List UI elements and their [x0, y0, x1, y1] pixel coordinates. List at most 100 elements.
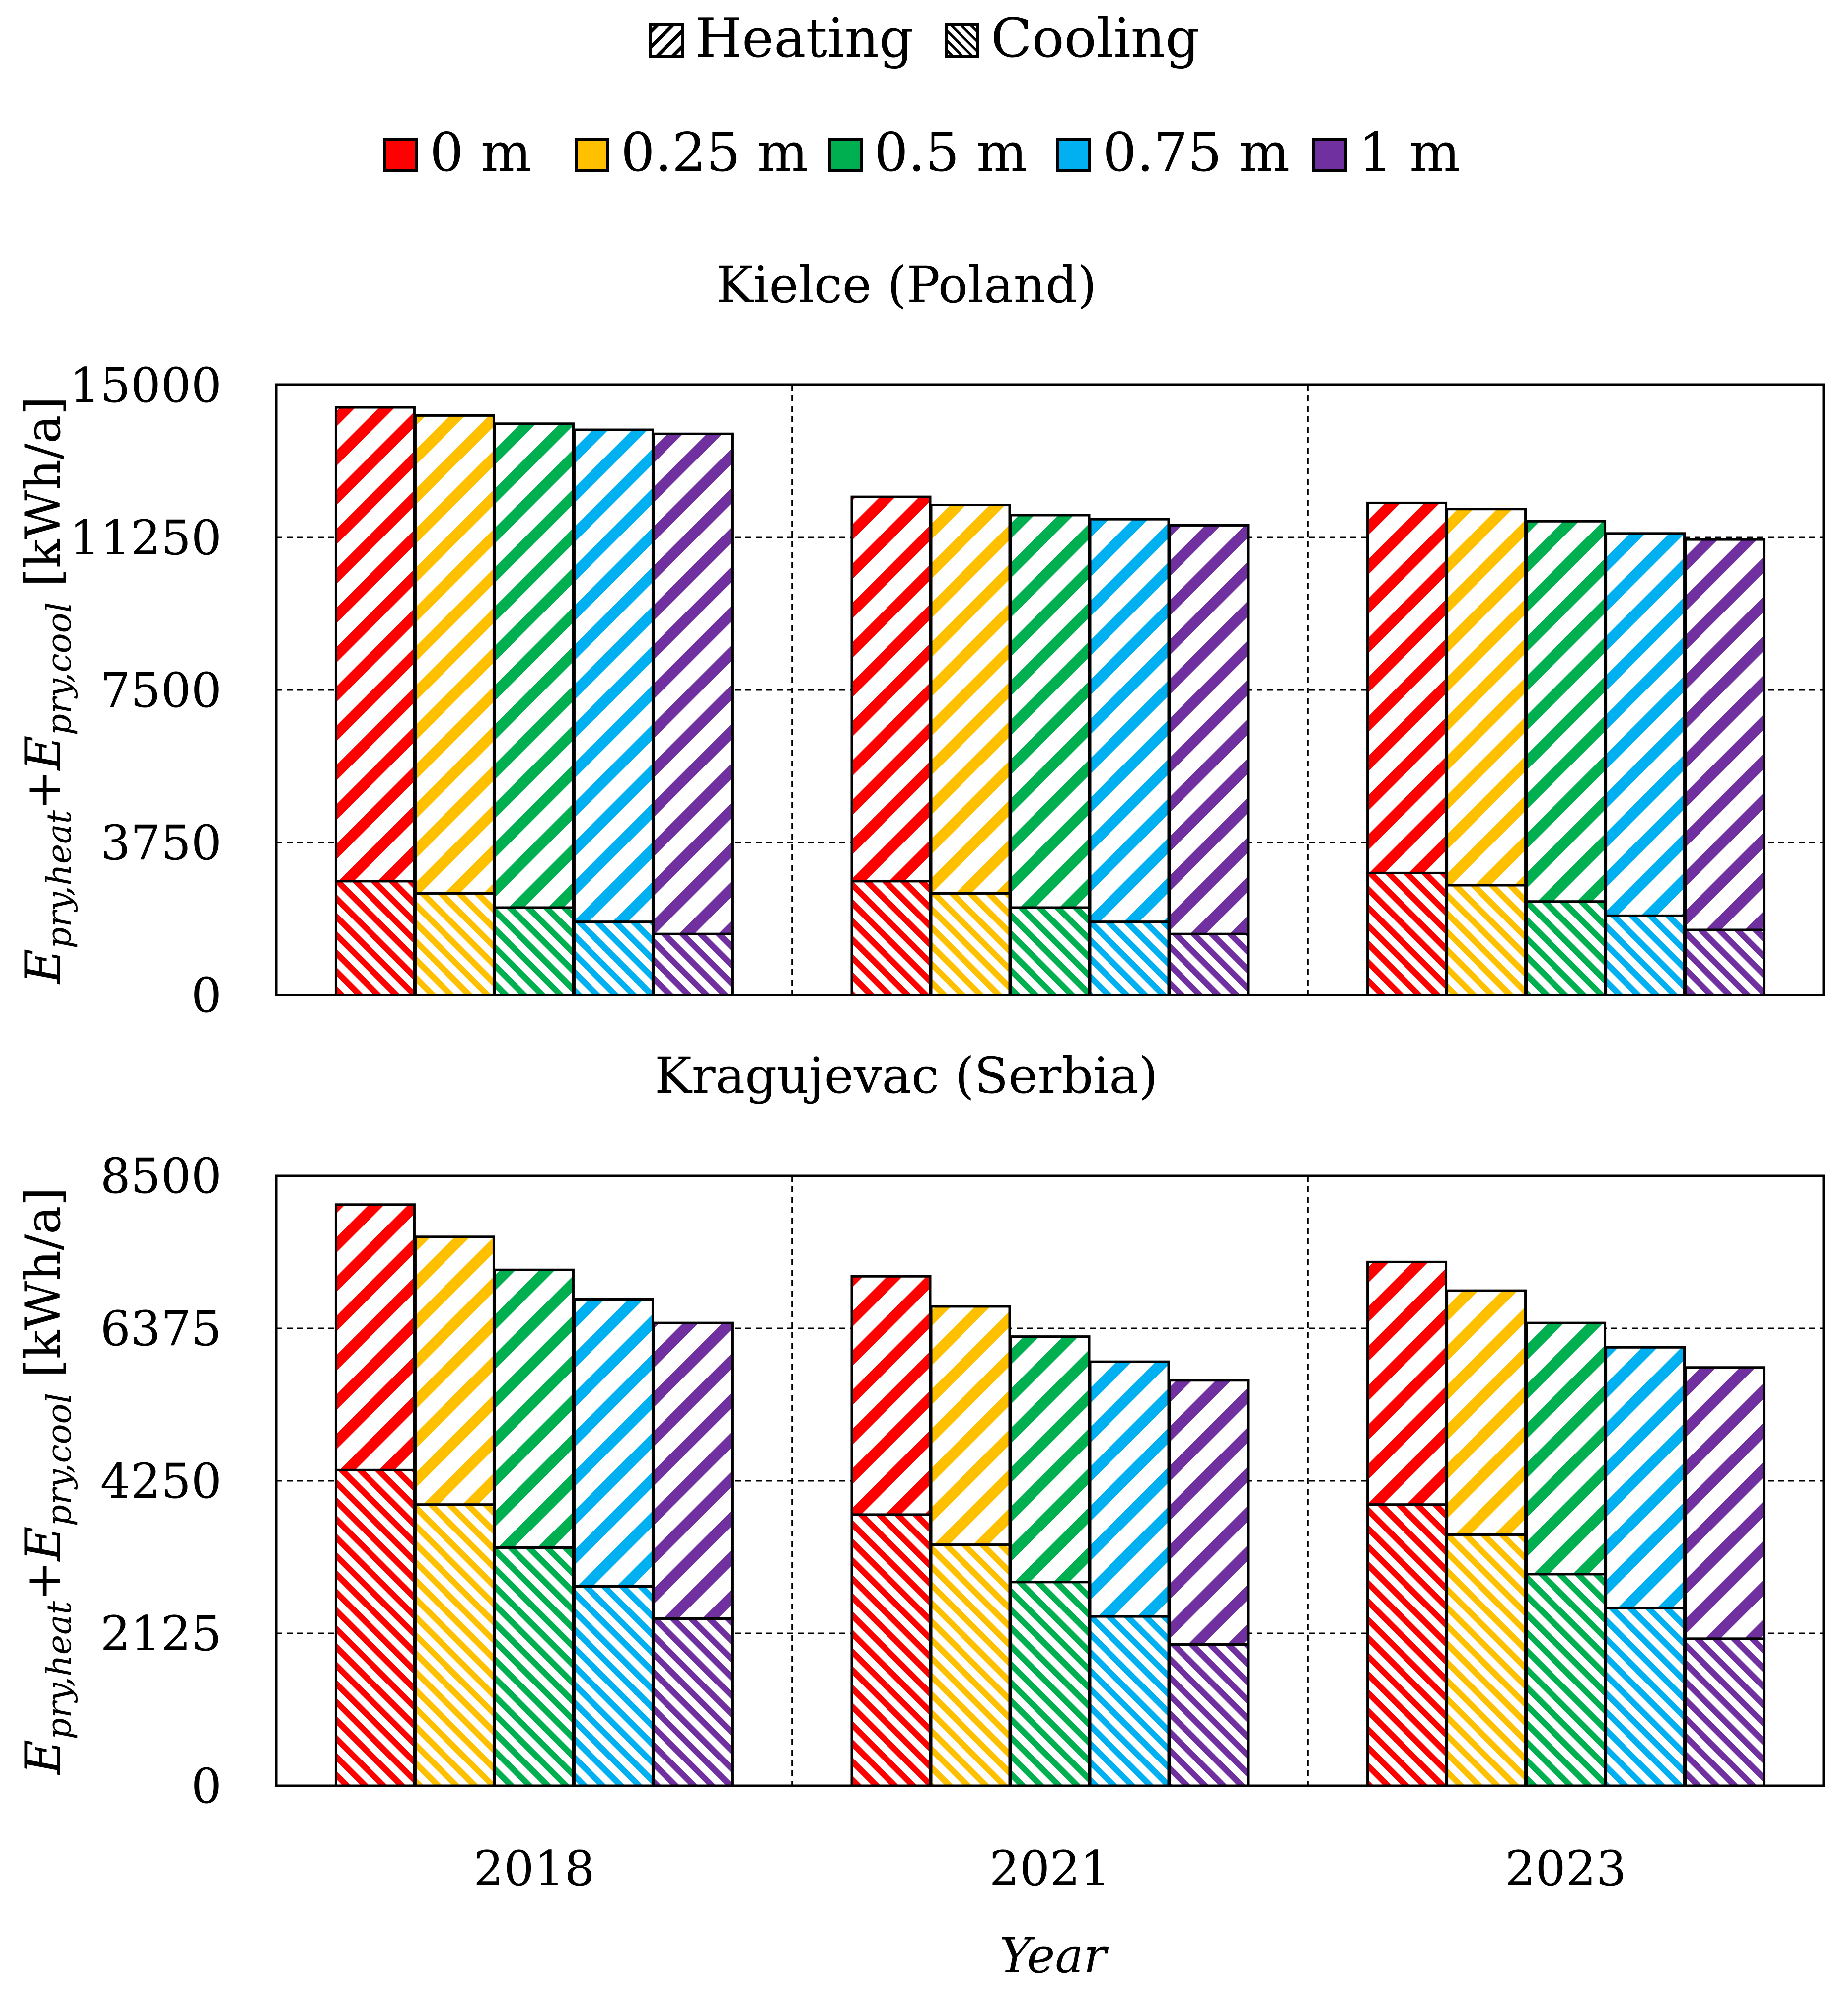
- bar-heating-075m-2023: [1605, 1346, 1686, 1609]
- bar-heating-05m-2021: [1009, 514, 1091, 909]
- legend-swatch-heating: [649, 23, 684, 58]
- bar-heating-025m-2023: [1446, 1289, 1527, 1536]
- bar-cooling-05m-2021: [1009, 1581, 1091, 1787]
- bar-cooling-0m-2018: [334, 880, 416, 996]
- legend-swatch-0m: [383, 138, 418, 172]
- legend-item-0m: 0 m: [383, 122, 531, 184]
- bar-cooling-075m-2018: [573, 920, 654, 996]
- bar-heating-05m-2018: [493, 422, 575, 909]
- bar-cooling-1m-2018: [652, 932, 734, 996]
- bar-heating-075m-2018: [573, 1298, 654, 1588]
- y-axis-label-sub2: pry,cool: [40, 602, 79, 736]
- bar-heating-05m-2023: [1525, 1321, 1607, 1576]
- legend-components: Heating Cooling: [649, 7, 1199, 70]
- plot-frame: [275, 1174, 1825, 1787]
- bar-cooling-075m-2018: [573, 1585, 654, 1787]
- y-tick-label: 7500: [100, 663, 222, 718]
- y-tick-label: 2125: [100, 1606, 222, 1662]
- bar-cooling-0m-2018: [334, 1468, 416, 1787]
- legend-item-075m: 0.75 m: [1056, 122, 1290, 184]
- bar-cooling-0m-2023: [1366, 871, 1448, 996]
- bar-heating-1m-2023: [1684, 538, 1766, 931]
- y-tick-labels: 0 3750 7500 11250 15000: [70, 358, 222, 1023]
- bar-heating-05m-2021: [1009, 1335, 1091, 1584]
- legend-swatch-075m: [1056, 138, 1091, 172]
- legend-item-025m: 0.25 m: [575, 122, 808, 184]
- plot-frame: [275, 383, 1825, 996]
- legend-item-cooling: Cooling: [945, 7, 1199, 70]
- bar-cooling-05m-2018: [493, 1546, 575, 1787]
- bar-cooling-025m-2018: [414, 892, 495, 996]
- panel-kielce: Kielce (Poland) 0 3750 7500 11250 15000 Epry…: [15, 256, 1825, 1023]
- panel-kragujevac: Kragujevac (Serbia) 0 2125 4250 6375 8500 Ep…: [15, 1047, 1825, 1897]
- x-category-label: 2021: [989, 1841, 1110, 1897]
- bar-cooling-1m-2021: [1168, 932, 1250, 996]
- y-tick-label: 6375: [100, 1301, 222, 1357]
- legend-label-075m: 0.75 m: [1103, 122, 1290, 184]
- legend-item-1m: 1 m: [1312, 122, 1460, 184]
- legend-label-cooling: Cooling: [991, 7, 1199, 70]
- legend-swatch-cooling: [945, 23, 979, 58]
- y-axis-label-e1: E: [15, 1740, 71, 1775]
- bar-heating-075m-2018: [573, 428, 654, 923]
- bar-cooling-075m-2023: [1605, 914, 1686, 996]
- bar-heating-025m-2018: [414, 414, 495, 895]
- bar-cooling-05m-2023: [1525, 900, 1607, 996]
- bar-cooling-1m-2023: [1684, 928, 1766, 996]
- y-tick-label: 3750: [100, 815, 222, 871]
- bar-cooling-025m-2021: [930, 892, 1011, 996]
- legend-item-05m: 0.5 m: [828, 122, 1028, 184]
- bar-cooling-075m-2021: [1089, 920, 1170, 996]
- y-axis-label-plus: +: [15, 770, 71, 810]
- bar-cooling-025m-2023: [1446, 1533, 1527, 1787]
- bar-heating-075m-2021: [1089, 1360, 1170, 1618]
- y-axis-label-sub1: pry,heat: [40, 1601, 79, 1740]
- bar-heating-0m-2021: [850, 1275, 932, 1516]
- legend-item-heating: Heating: [649, 7, 913, 70]
- legend-swatch-05m: [828, 138, 863, 172]
- y-axis-label-sub2: pry,cool: [40, 1393, 79, 1527]
- bar-heating-1m-2023: [1684, 1366, 1766, 1640]
- legend-label-025m: 0.25 m: [621, 122, 808, 184]
- bars: [334, 1203, 1766, 1787]
- bar-cooling-1m-2021: [1168, 1643, 1250, 1787]
- bar-heating-025m-2023: [1446, 508, 1527, 887]
- legend-label-1m: 1 m: [1358, 122, 1460, 184]
- bar-cooling-0m-2023: [1366, 1503, 1448, 1787]
- legend-label-0m: 0 m: [430, 122, 531, 184]
- bar-cooling-0m-2021: [850, 880, 932, 996]
- y-tick-label: 0: [191, 968, 222, 1023]
- bar-cooling-1m-2018: [652, 1617, 734, 1787]
- y-axis-label-e2: E: [15, 1526, 71, 1562]
- bar-heating-0m-2018: [334, 406, 416, 883]
- y-axis-label-unit: [kWh/a]: [15, 1187, 71, 1393]
- bar-heating-1m-2021: [1168, 1379, 1250, 1646]
- bar-heating-1m-2018: [652, 432, 734, 935]
- bar-cooling-075m-2023: [1605, 1607, 1686, 1787]
- bar-cooling-025m-2021: [930, 1543, 1011, 1787]
- bar-heating-0m-2018: [334, 1203, 416, 1471]
- x-category-label: 2023: [1505, 1841, 1626, 1897]
- panel-title-kielce: Kielce (Poland): [716, 256, 1097, 314]
- y-tick-label: 4250: [100, 1454, 222, 1509]
- bar-cooling-025m-2018: [414, 1503, 495, 1787]
- bars: [334, 406, 1766, 996]
- y-axis-label: Epry,heat+Epry,cool [kWh/a]: [15, 396, 79, 985]
- bar-heating-1m-2018: [652, 1321, 734, 1620]
- bar-heating-1m-2021: [1168, 524, 1250, 935]
- x-axis-label: Year: [1000, 1928, 1109, 1984]
- bar-heating-025m-2021: [930, 1305, 1011, 1546]
- y-axis-label-plus: +: [15, 1561, 71, 1601]
- legend-series: 0 m 0.25 m 0.5 m 0.75 m 1 m: [383, 122, 1460, 184]
- legend-label-05m: 0.5 m: [874, 122, 1028, 184]
- bar-cooling-025m-2023: [1446, 884, 1527, 996]
- legend-swatch-025m: [575, 138, 609, 172]
- legend-label-heating: Heating: [695, 7, 913, 70]
- x-category-labels: 2018 2021 2023: [473, 1841, 1626, 1897]
- y-axis-label-sub1: pry,heat: [40, 810, 79, 949]
- bar-cooling-075m-2021: [1089, 1615, 1170, 1787]
- y-tick-label: 11250: [70, 510, 222, 566]
- bar-heating-025m-2018: [414, 1235, 495, 1506]
